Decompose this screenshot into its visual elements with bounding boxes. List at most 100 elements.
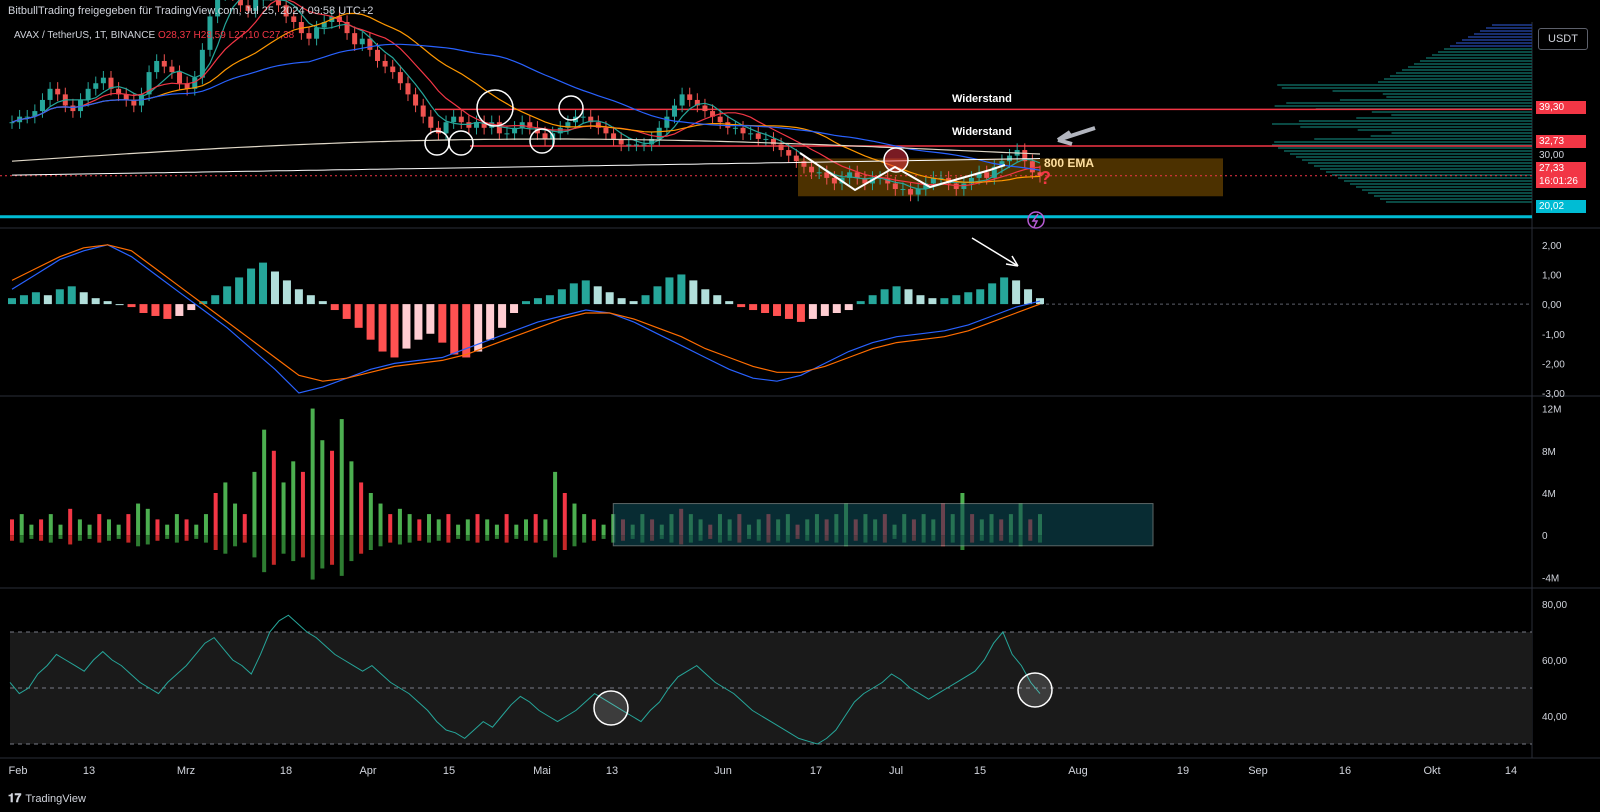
candle-body xyxy=(626,144,632,146)
macd-histogram-bar xyxy=(91,298,100,305)
volume-profile-bar xyxy=(1414,63,1532,65)
macd-histogram-bar xyxy=(569,283,578,305)
time-tick-label: 15 xyxy=(443,765,455,777)
candle-body xyxy=(253,0,259,11)
macd-histogram-bar xyxy=(43,295,52,305)
volume-bar-negative xyxy=(572,535,577,547)
candle-body xyxy=(131,99,137,106)
volume-bar xyxy=(77,519,82,536)
volume-profile-bar xyxy=(1462,39,1532,41)
volume-bar xyxy=(155,519,160,536)
volume-bar xyxy=(446,514,451,536)
volume-bar-negative xyxy=(514,535,519,539)
volume-bar-negative xyxy=(106,535,111,541)
annotation-circle xyxy=(1017,672,1053,708)
volume-profile-bar xyxy=(1438,51,1532,53)
candle-body xyxy=(474,122,480,128)
volume-tick-label: -4M xyxy=(1542,573,1559,584)
time-tick-label: Aug xyxy=(1068,765,1088,777)
volume-bar-negative xyxy=(145,535,150,545)
candle-body xyxy=(413,94,419,106)
volume-profile-bar xyxy=(1344,180,1532,182)
macd-histogram-bar xyxy=(390,304,399,358)
volume-bar xyxy=(524,519,528,536)
volume-profile-bar xyxy=(1374,195,1532,197)
ma-line xyxy=(11,0,1041,190)
time-tick-label: Feb xyxy=(9,765,28,777)
macd-histogram-bar xyxy=(868,295,877,305)
resistance-label: Widerstand xyxy=(952,126,1012,138)
macd-histogram-bar xyxy=(761,304,770,313)
candle-body xyxy=(748,133,754,135)
macd-histogram-bar xyxy=(545,295,554,305)
macd-histogram-bar xyxy=(462,304,471,358)
macd-histogram-bar xyxy=(581,280,590,305)
volume-bar xyxy=(533,514,538,536)
volume-bar-negative xyxy=(242,535,247,543)
volume-bar-negative xyxy=(184,535,189,541)
volume-profile-bar xyxy=(1402,69,1532,71)
volume-bar-negative xyxy=(194,535,199,539)
annotation-circle xyxy=(448,130,474,156)
candle-body xyxy=(116,88,122,95)
candle-body xyxy=(611,133,617,139)
volume-bar xyxy=(262,429,267,536)
candle-body xyxy=(976,172,982,178)
volume-bar-negative xyxy=(271,535,276,565)
volume-profile-bar xyxy=(1326,171,1532,173)
candle-body xyxy=(276,0,282,6)
macd-histogram-bar xyxy=(199,301,208,305)
macd-histogram-bar xyxy=(832,304,841,313)
signal-line xyxy=(11,244,1041,382)
volume-profile-bar xyxy=(1284,150,1532,152)
macd-histogram-bar xyxy=(593,286,602,305)
candle-body xyxy=(786,150,792,156)
volume-bar xyxy=(504,514,509,536)
volume-bar-negative xyxy=(349,535,354,562)
volume-bar-negative xyxy=(339,535,344,576)
macd-histogram-bar xyxy=(641,295,650,305)
macd-histogram-bar xyxy=(737,304,746,308)
candle-body xyxy=(451,116,457,123)
macd-histogram-bar xyxy=(175,304,184,316)
macd-histogram-bar xyxy=(223,286,232,305)
currency-button[interactable]: USDT xyxy=(1538,28,1588,50)
macd-histogram-bar xyxy=(665,277,674,305)
candle-body xyxy=(778,144,784,151)
candle-body xyxy=(512,127,518,134)
symbol-name: AVAX / TetherUS, 1T, BINANCE xyxy=(14,30,156,41)
volume-bar-negative xyxy=(300,535,305,558)
candle-body xyxy=(694,99,700,106)
macd-histogram-bar xyxy=(270,271,279,305)
volume-bar xyxy=(39,519,44,536)
volume-bar-negative xyxy=(562,535,567,550)
volume-bar xyxy=(281,482,286,536)
volume-bar-negative xyxy=(465,535,470,541)
candle-body xyxy=(291,16,297,22)
volume-profile-bar xyxy=(1332,174,1532,176)
candle-body xyxy=(923,183,929,190)
ohlc-open: O28,37 xyxy=(157,30,191,41)
macd-histogram-bar xyxy=(522,301,530,305)
volume-bar-negative xyxy=(407,535,412,543)
price-tag-2002: 20,02 xyxy=(1536,200,1586,213)
candle-body xyxy=(679,94,685,106)
volume-bar-negative xyxy=(77,535,82,541)
candle-body xyxy=(123,94,129,100)
candle-body xyxy=(199,49,205,78)
volume-bar-negative xyxy=(126,535,131,543)
macd-histogram-bar xyxy=(55,289,64,305)
volume-bar xyxy=(572,503,577,536)
macd-histogram-bar xyxy=(510,304,519,313)
macd-histogram-bar xyxy=(940,298,949,305)
volume-profile-bar xyxy=(1272,144,1532,146)
price-axis: 2,00 1,00 0,00 -1,00 -2,00 -3,00 12M 8M 4M 0 -4M 80… xyxy=(1542,241,1567,723)
candle-body xyxy=(991,166,997,178)
volume-bar xyxy=(427,514,432,536)
volume-profile-bar xyxy=(1274,105,1532,107)
volume-profile-bar xyxy=(1339,99,1532,101)
volume-bar-negative xyxy=(397,535,402,545)
candle-body xyxy=(169,66,175,73)
macd-histogram-bar xyxy=(796,304,805,322)
